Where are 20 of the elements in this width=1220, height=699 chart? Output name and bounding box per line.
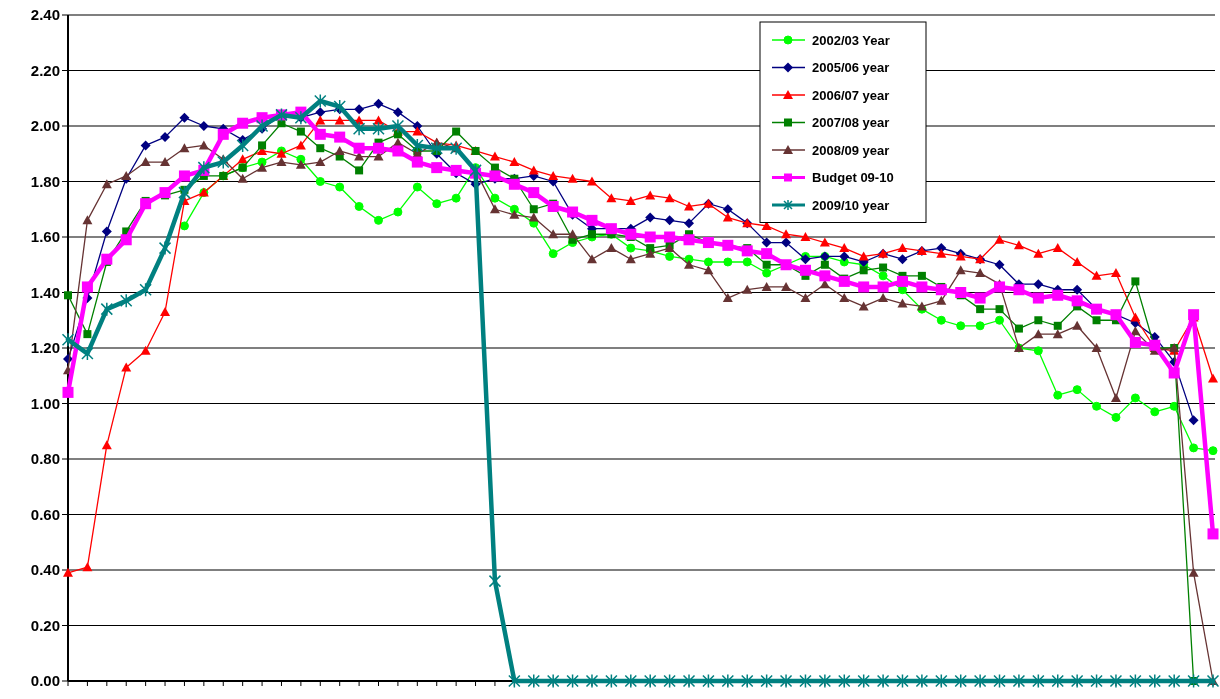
y-tick-label: 2.20 — [30, 61, 60, 79]
y-tick-label: 0.80 — [30, 450, 60, 468]
legend-label: 2002/03 Year — [812, 32, 890, 48]
legend-label: 2009/10 year — [812, 197, 890, 213]
y-tick-label: 2.00 — [30, 117, 60, 135]
legend-label: 2007/08 year — [812, 115, 890, 131]
y-tick-label: 0.20 — [30, 616, 60, 634]
y-tick-label: 1.00 — [30, 394, 60, 412]
y-tick-label: 0.60 — [30, 505, 60, 523]
legend-label: Budget 09-10 — [812, 170, 894, 186]
y-tick-label: 1.40 — [30, 283, 60, 301]
y-tick-label: 0.40 — [30, 561, 60, 579]
y-tick-label: 0.00 — [30, 672, 60, 690]
legend-label: 2005/06 year — [812, 60, 890, 76]
y-tick-label: 1.20 — [30, 339, 60, 357]
y-tick-label: 1.60 — [30, 228, 60, 246]
y-tick-label: 1.80 — [30, 172, 60, 190]
y-tick-label: 2.40 — [30, 6, 60, 24]
legend-label: 2006/07 year — [812, 87, 890, 103]
legend-label: 2008/09 year — [812, 142, 890, 158]
